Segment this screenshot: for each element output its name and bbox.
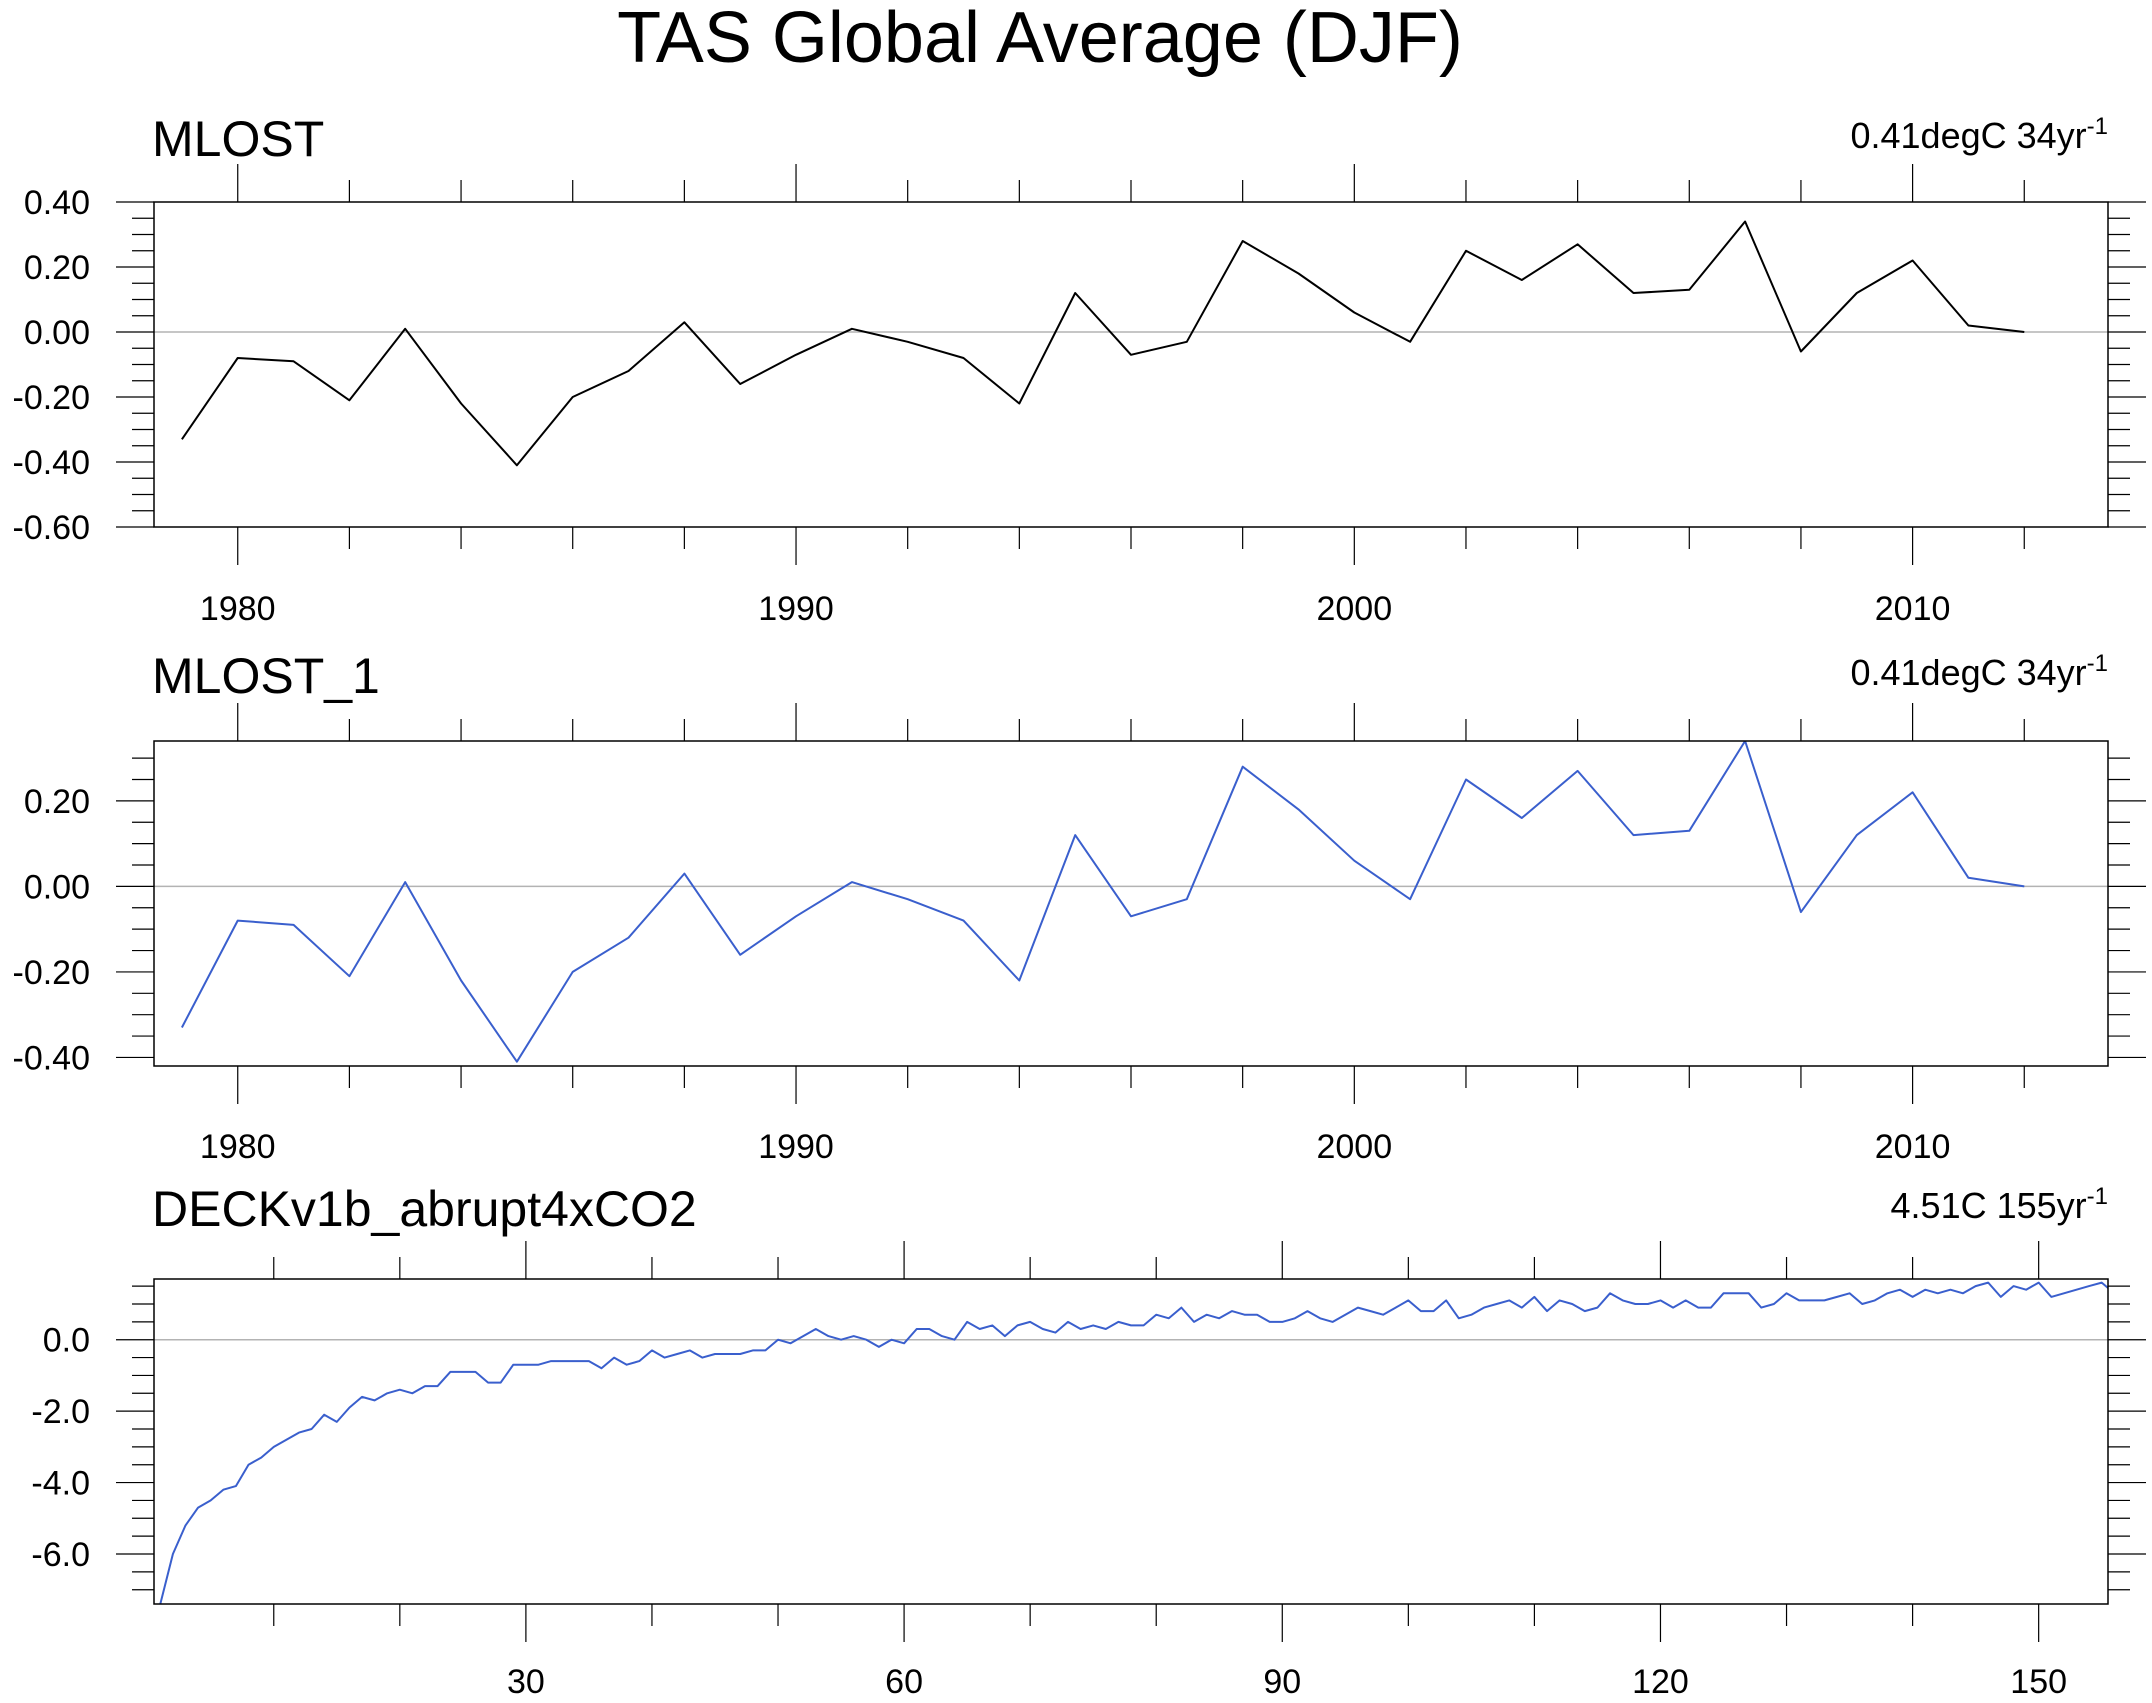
plot-frame: [153, 201, 2109, 528]
x-tick-label: 1980: [200, 590, 276, 628]
x-tick-label: 2010: [1875, 590, 1951, 628]
x-tick-label: 2010: [1875, 1128, 1951, 1166]
trend-label: 4.51C 155yr-1: [1891, 1183, 2108, 1226]
y-tick-label: -0.20: [13, 954, 91, 992]
trend-label: 0.41degC 34yr-1: [1850, 113, 2108, 156]
data-series-line: [181, 220, 2025, 467]
x-tick-label: 60: [885, 1663, 923, 1701]
x-tick-label: 1990: [758, 590, 834, 628]
y-tick-label: -0.20: [13, 379, 91, 417]
data-series-line: [181, 741, 2025, 1063]
x-tick-label: 30: [507, 1663, 545, 1701]
panel-title: MLOST_1: [152, 648, 380, 704]
x-tick-label: 120: [1632, 1663, 1689, 1701]
panel-title: DECKv1b_abrupt4xCO2: [152, 1181, 697, 1237]
y-tick-label: -0.40: [13, 1039, 91, 1077]
x-tick-label: 90: [1263, 1663, 1301, 1701]
x-tick-label: 1990: [758, 1128, 834, 1166]
trend-label: 0.41degC 34yr-1: [1850, 650, 2108, 693]
y-tick-label: -4.0: [31, 1465, 90, 1503]
y-tick-label: 0.20: [24, 249, 90, 287]
panel-mlost-1: MLOST_1 0.41degC 34yr-1 -0.40 -0.20 0.00 0.…: [13, 648, 2146, 1166]
data-series-line: [159, 1281, 2108, 1604]
y-tick-label: -6.0: [31, 1536, 90, 1574]
y-tick-label: -0.40: [13, 444, 91, 482]
y-tick-label: 0.40: [24, 184, 90, 222]
y-tick-label: 0.0: [43, 1322, 90, 1360]
y-tick-label: -2.0: [31, 1393, 90, 1431]
x-tick-label: 2000: [1316, 590, 1392, 628]
y-tick-label: 0.00: [24, 868, 90, 906]
x-tick-label: 2000: [1316, 1128, 1392, 1166]
y-tick-label: 0.00: [24, 314, 90, 352]
panel-deckv1b-abrupt4xco2: DECKv1b_abrupt4xCO2 4.51C 155yr-1 -6.0 -4…: [31, 1181, 2146, 1701]
x-tick-label: 1980: [200, 1128, 276, 1166]
figure-title: TAS Global Average (DJF): [617, 0, 1463, 78]
plot-frame: [153, 1278, 2109, 1605]
panel-title: MLOST: [152, 111, 324, 167]
panel-mlost: MLOST 0.41degC 34yr-1 -0.60 -0.40 -0.20 0.0…: [13, 111, 2146, 628]
y-tick-label: 0.20: [24, 783, 90, 821]
y-tick-label: -0.60: [13, 509, 91, 547]
x-tick-label: 150: [2010, 1663, 2067, 1701]
plot-frame: [153, 740, 2109, 1067]
